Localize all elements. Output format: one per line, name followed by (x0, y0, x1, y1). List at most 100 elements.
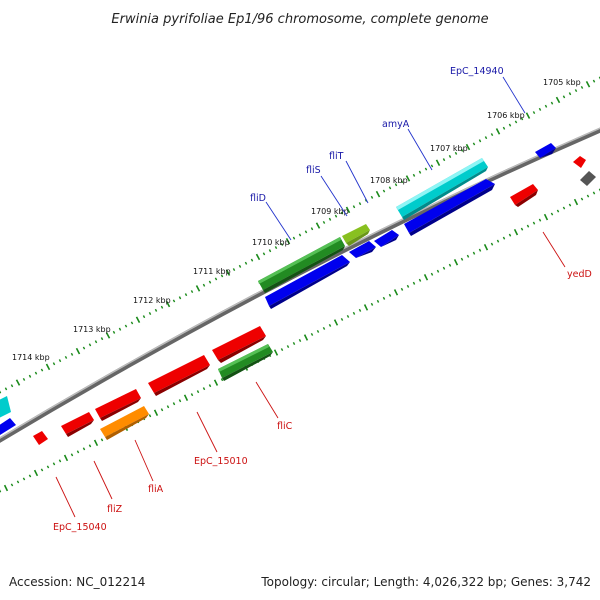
gene-EpC_15010[interactable] (148, 355, 210, 396)
ruler-tick (70, 352, 74, 356)
ruler-tick (376, 299, 380, 303)
ruler-tick (382, 296, 386, 300)
outer-tick-ring (0, 76, 600, 394)
ruler-tick (130, 321, 134, 325)
ruler-tick (0, 489, 2, 493)
tick-label-1707: 1707 kbp (430, 144, 468, 153)
ruler-tick (430, 164, 434, 168)
gene-labels: EpC_14940 amyA fliT fliS fliD yedD fliC … (53, 66, 592, 533)
tick-label-1714: 1714 kbp (12, 353, 50, 362)
ruler-tick (28, 474, 32, 478)
ruler-tick (304, 230, 308, 234)
ruler-tick (196, 390, 200, 394)
ruler-tick (442, 158, 446, 162)
gene-left-red-small[interactable] (33, 431, 48, 445)
ruler-tick (250, 258, 254, 262)
ruler-tick (172, 402, 176, 406)
ruler-tick (63, 454, 69, 462)
ruler-tick (442, 266, 446, 270)
ruler-tick (412, 281, 416, 285)
ruler-tick (388, 186, 392, 190)
ruler-tick (585, 81, 591, 88)
gene-fliT[interactable] (374, 230, 399, 247)
gene-yedD[interactable] (510, 184, 538, 207)
ruler-tick (112, 330, 116, 334)
ruler-tick (580, 85, 584, 89)
ruler-tick (370, 302, 374, 306)
ruler-tick (352, 311, 356, 315)
ruler-tick (244, 261, 248, 265)
ruler-tick (178, 399, 182, 403)
ruler-tick (34, 371, 38, 375)
gene-fliS[interactable] (349, 241, 376, 258)
gene-EpC_14930[interactable] (404, 179, 495, 236)
ruler-tick (52, 362, 56, 366)
ruler-tick (292, 341, 296, 346)
ruler-tick (478, 248, 482, 252)
ruler-tick (286, 345, 290, 349)
gene-fliD[interactable] (258, 237, 345, 293)
ruler-tick (118, 327, 122, 331)
ruler-tick (532, 111, 536, 115)
gene-label-EpC_14940: EpC_14940 (450, 66, 504, 77)
gene-label-EpC_15010: EpC_15010 (194, 456, 248, 467)
gene-fliS-olive[interactable] (342, 224, 370, 246)
ruler-tick (45, 363, 51, 371)
ruler-tick (190, 290, 194, 294)
ruler-tick (184, 293, 188, 297)
ruler-tick (172, 299, 176, 303)
ruler-tick (490, 133, 494, 137)
gene-EpC_14940[interactable] (535, 143, 556, 158)
gene-EpC_15040[interactable] (61, 412, 94, 437)
ruler-tick (322, 220, 326, 224)
ruler-tick (435, 159, 441, 166)
ruler-tick (225, 269, 231, 276)
ruler-tick (513, 228, 519, 236)
gene-far-right-grey[interactable] (580, 171, 596, 186)
ruler-tick (0, 390, 2, 394)
ruler-tick (135, 316, 141, 323)
gene-fliZ[interactable] (95, 389, 141, 421)
ruler-tick (310, 227, 314, 231)
ruler-tick (160, 408, 164, 412)
ruler-tick (483, 243, 489, 251)
ruler-tick (382, 189, 386, 193)
gene-fliA[interactable] (100, 406, 149, 440)
gene-EpC_15010-a[interactable] (212, 326, 266, 363)
ruler-tick (268, 249, 272, 253)
tick-label-1713: 1713 kbp (73, 325, 111, 334)
ruler-tick (10, 384, 14, 388)
ruler-tick (502, 236, 506, 240)
ruler-tick (64, 355, 68, 359)
ruler-tick (543, 213, 549, 221)
ruler-tick (430, 272, 434, 276)
ruler-tick (292, 236, 296, 240)
ruler-tick (508, 233, 512, 237)
tick-label-1711: 1711 kbp (193, 267, 231, 276)
ruler-tick (340, 211, 344, 215)
ruler-tick (453, 259, 459, 266)
tick-label-1708: 1708 kbp (370, 176, 408, 185)
gene-fliD-partner[interactable] (265, 255, 350, 309)
ruler-tick (555, 96, 561, 104)
ruler-tick (88, 444, 92, 448)
ruler-tick (213, 379, 219, 386)
ruler-tick (280, 242, 284, 246)
gene-fliC[interactable] (218, 344, 273, 381)
ruler-tick (328, 323, 332, 327)
ruler-tick (322, 326, 326, 330)
ruler-tick (478, 139, 482, 143)
ruler-tick (214, 277, 218, 281)
ruler-tick (238, 264, 242, 268)
ruler-tick (472, 142, 476, 146)
ruler-tick (586, 194, 590, 198)
gene-left-cyan[interactable] (0, 396, 11, 420)
gene-far-right-red[interactable] (573, 156, 586, 168)
ruler-tick (345, 206, 351, 214)
ruler-tick (340, 317, 344, 321)
ruler-tick (195, 285, 201, 292)
gene-amyA[interactable] (396, 158, 488, 220)
gene-left-blue[interactable] (0, 418, 16, 435)
ruler-tick (82, 346, 86, 350)
